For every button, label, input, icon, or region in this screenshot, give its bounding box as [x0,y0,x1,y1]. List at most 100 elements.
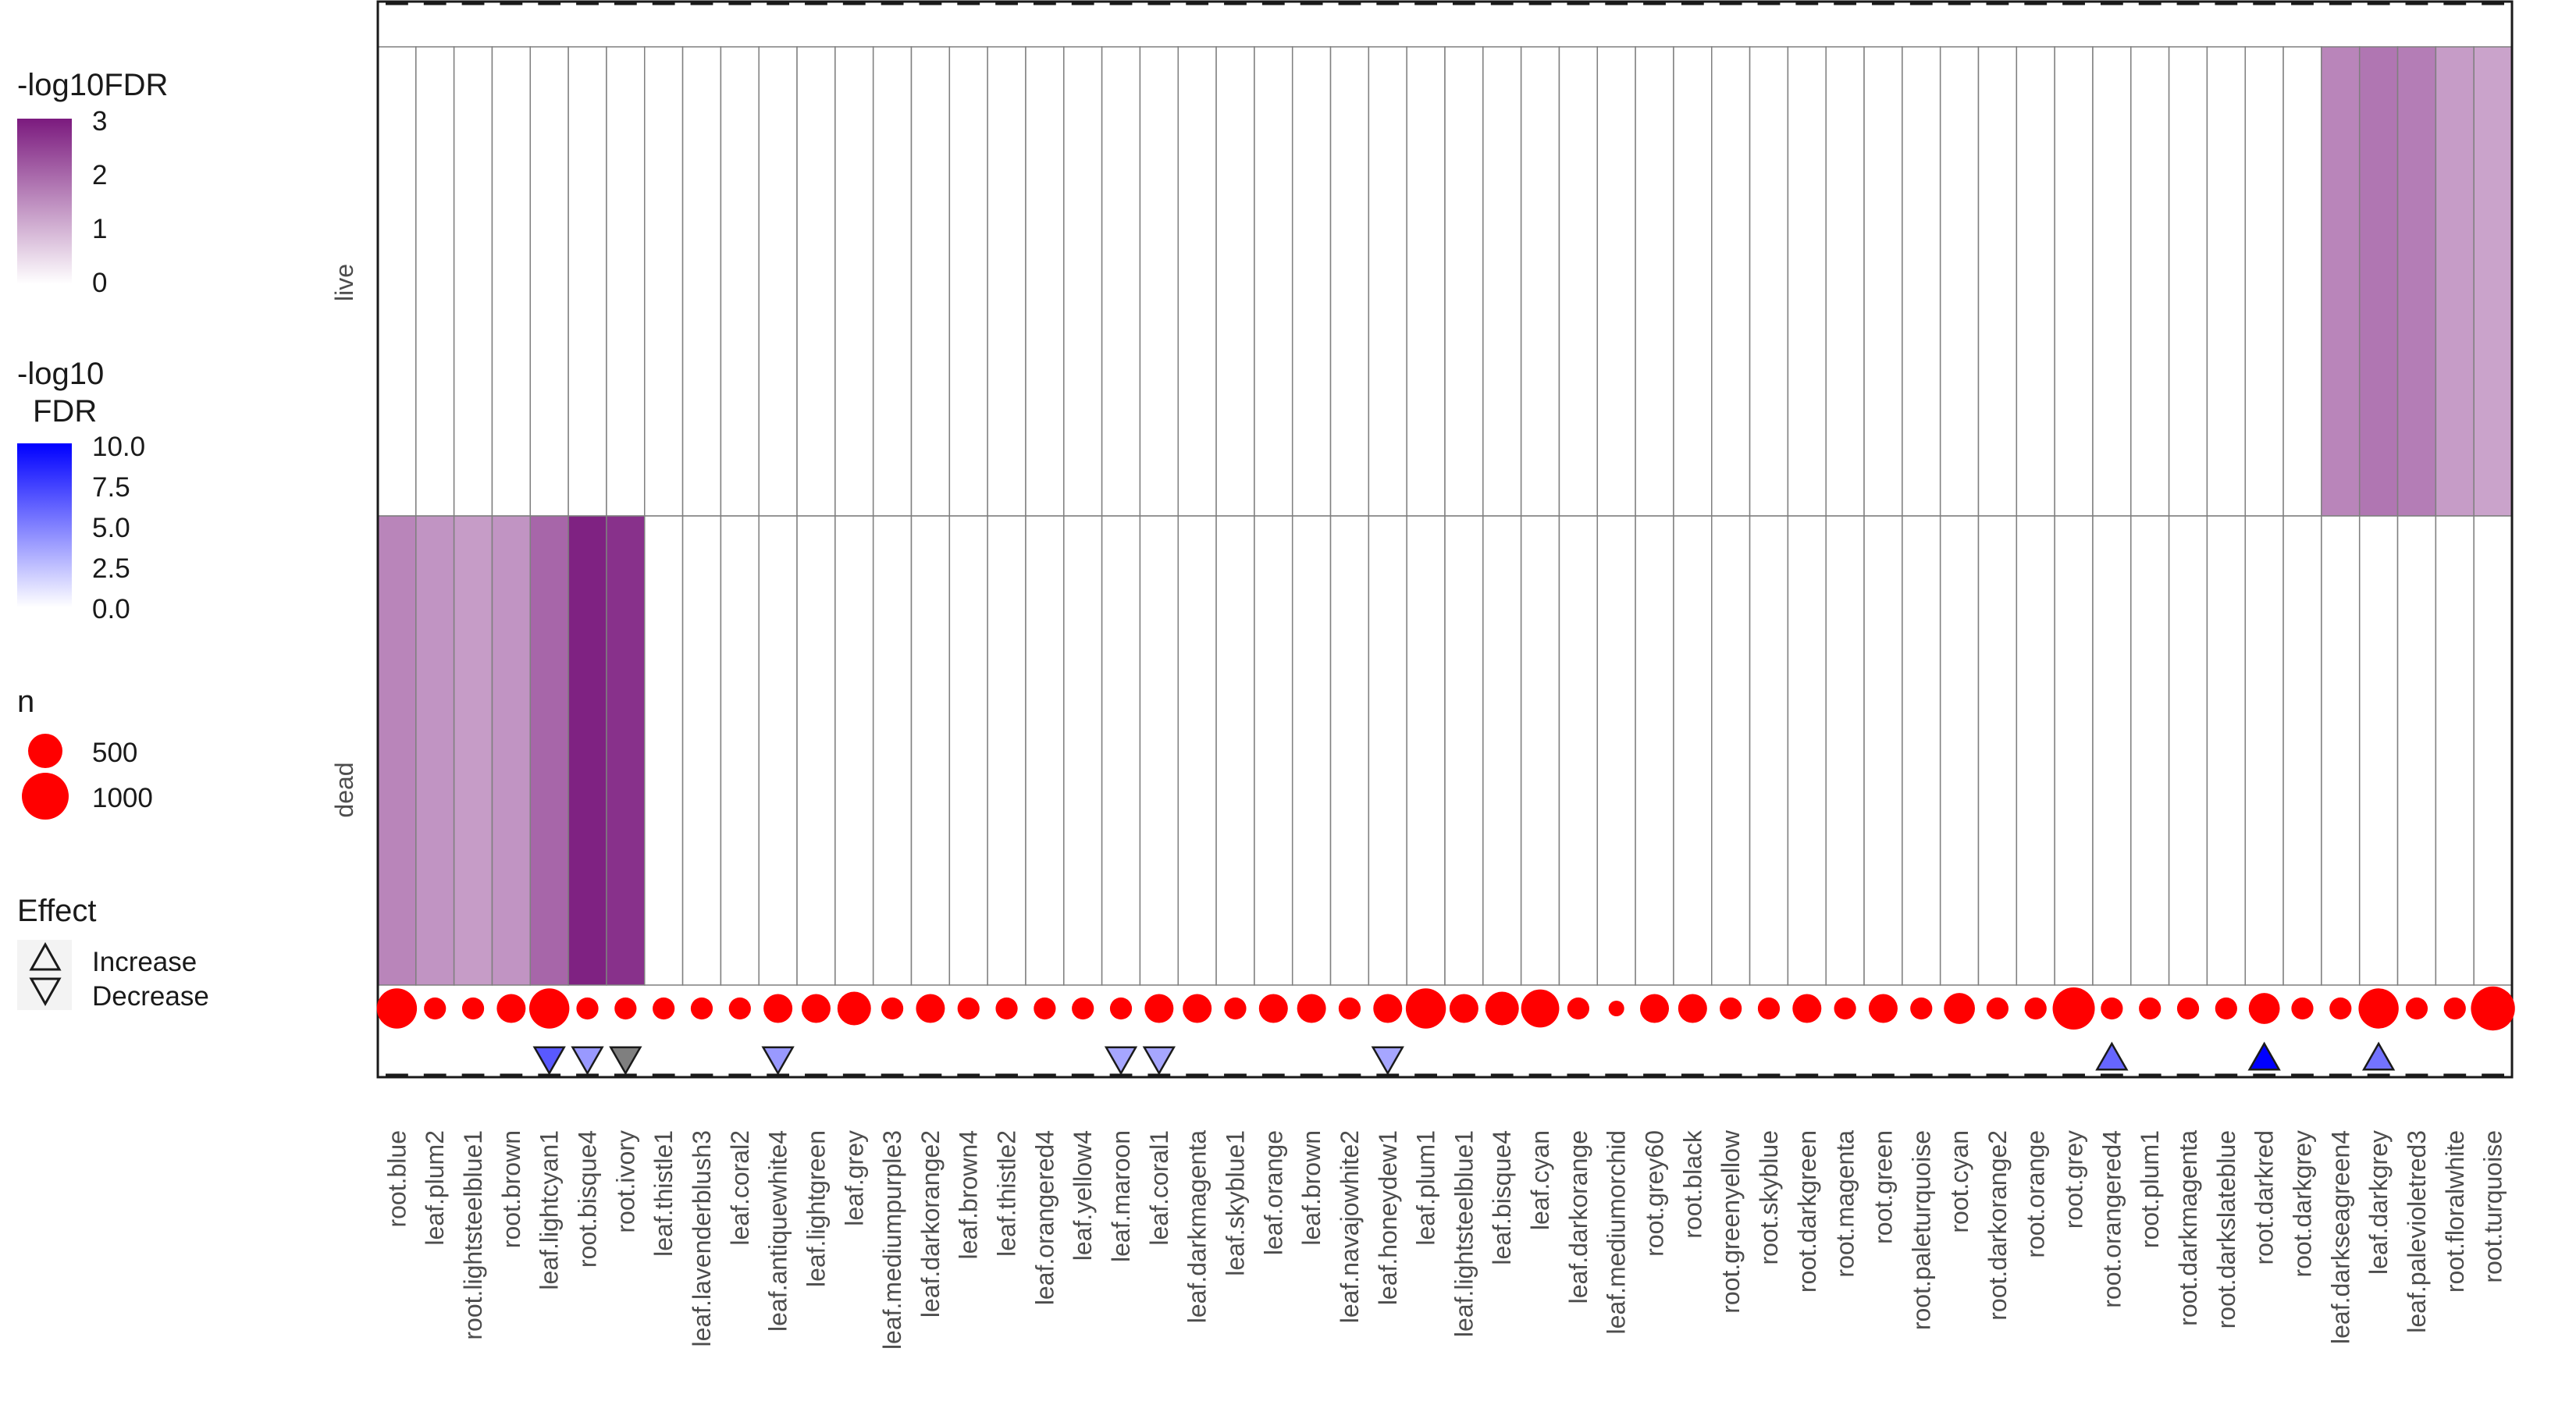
n-legend-dot-500 [28,734,62,768]
heatmap-cell [1177,46,1217,517]
heatmap-cell [2321,515,2361,986]
n-dot [1868,994,1898,1023]
n-dot [1944,993,1975,1024]
heatmap-cell [1368,515,1407,986]
n-dot [2101,997,2123,1020]
column-label: leaf.lightsteelblue1 [1450,1130,1478,1337]
n-dot [1183,994,1212,1023]
heatmap-cell [2473,515,2513,986]
column-label: leaf.mediumpurple3 [878,1130,906,1350]
heat-legend: -log10FDR 3 2 1 0 [17,68,168,298]
n-dot [1720,997,1742,1020]
column-label: leaf.plum2 [421,1130,449,1246]
effect-triangle [2361,1041,2396,1071]
n-dot [2215,997,2237,1020]
heatmap-cell [2168,46,2208,517]
n-dot [376,988,418,1029]
fdr-tick-label: 0.0 [92,594,130,624]
column-label: leaf.navajowhite2 [1336,1130,1364,1323]
heatmap-cell [377,46,417,517]
n-dot [2176,997,2200,1020]
n-dot [653,997,675,1020]
effect-legend-label: Decrease [92,981,209,1012]
heatmap-cell [415,46,455,517]
heatmap-cell [1063,46,1103,517]
column-label: leaf.plum1 [1412,1130,1440,1246]
column-label: leaf.orange [1259,1130,1287,1255]
column-label: leaf.coral2 [726,1130,754,1246]
n-dot [2052,987,2095,1030]
heatmap-cell [1329,515,1370,986]
column-label: root.darkgrey [2289,1130,2317,1278]
heatmap-cell [1749,515,1789,986]
heatmap-cell [2435,46,2475,517]
effect-triangle [532,1046,566,1076]
column-label: root.darkgreen [1793,1130,1821,1293]
column-label: root.darkorange2 [1984,1130,2012,1321]
n-dot [1144,994,1174,1023]
heatmap-cell [1939,515,1980,986]
heatmap-cell [681,46,722,517]
column-label: root.ivory [611,1130,639,1233]
heatmap-cell [720,515,760,986]
heatmap-cell [2282,515,2322,986]
heatmap-cell [568,515,607,986]
heatmap-cell [1711,46,1751,517]
n-dot [881,997,904,1020]
heatmap-cell [2092,515,2132,986]
heatmap-cell [1596,515,1636,986]
n-dot [1297,994,1326,1023]
heat-tick-label: 2 [92,160,107,190]
n-dot [496,994,526,1023]
heatmap-cell [2473,46,2513,517]
column-label: root.floralwhite [2441,1130,2469,1293]
heatmap-cell [529,515,569,986]
column-label: root.magenta [1831,1130,1859,1278]
heatmap-cell [681,515,722,986]
effect-legend-label: Increase [92,947,197,977]
heat-tick-label: 0 [92,268,107,298]
n-dot [1072,997,1094,1020]
heatmap-cell [948,46,988,517]
heatmap-cell [1444,46,1484,517]
heatmap-cell [1482,46,1522,517]
plot-frame [376,0,2514,1079]
heatmap-cell [377,515,417,986]
n-legend-dot-1000 [22,773,69,820]
fdr-tick-label: 7.5 [92,472,130,503]
heatmap-cell [1711,515,1751,986]
effect-legend-key-bg [17,940,72,1010]
effect-triangle [1142,1046,1176,1076]
column-label: root.orange [2022,1130,2050,1258]
heatmap-cell [1673,515,1713,986]
heatmap-cell [2321,46,2361,517]
n-dot [1258,994,1288,1023]
heatmap-cell [2016,46,2055,517]
heatmap-cell [1902,515,1941,986]
heatmap-cell [1787,515,1827,986]
column-label: root.darkmagenta [2174,1130,2202,1326]
n-dot [528,988,570,1029]
column-label: leaf.yellow4 [1069,1130,1097,1261]
n-dot [2443,997,2466,1020]
n-dot [690,997,713,1020]
heatmap-cell [1368,46,1407,517]
effect-markers [532,1041,2396,1076]
column-label: leaf.lightcyan1 [535,1130,564,1290]
n-dot [916,994,945,1023]
heatmap-cell [2396,515,2437,986]
n-dot [2358,988,2399,1029]
heatmap-cell [1673,46,1713,517]
heatmap-cell [1635,515,1674,986]
heatmap-cell [872,515,913,986]
n-dot [1608,1001,1624,1016]
heatmap-cell [453,46,493,517]
heatmap-cell [758,46,798,517]
column-label: root.grey60 [1641,1130,1669,1257]
heatmap-cell [1520,515,1560,986]
n-dot [1567,997,1589,1020]
n-dot [1986,997,2009,1020]
heatmap-cell [1025,46,1065,517]
heatmap-cell [796,46,836,517]
n-dot [1834,997,1856,1020]
